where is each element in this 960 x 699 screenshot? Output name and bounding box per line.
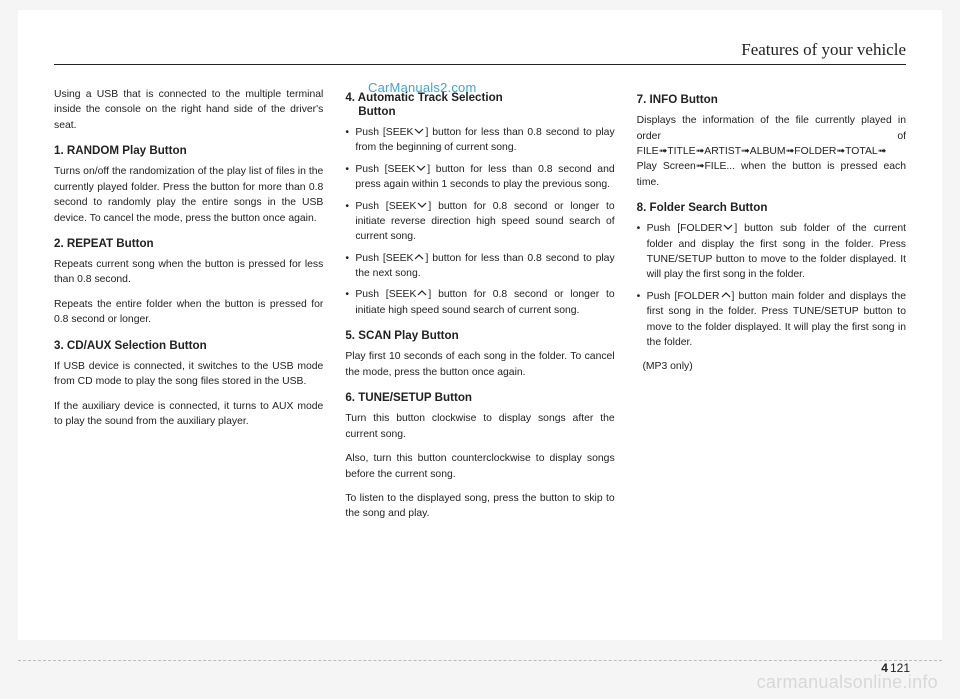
section-6-title: 6. TUNE/SETUP Button bbox=[345, 389, 614, 406]
chevron-down-icon bbox=[417, 199, 427, 206]
manual-page: Features of your vehicle CarManuals2.com… bbox=[18, 10, 942, 640]
list-item: Push [FOLDER] button main folder and dis… bbox=[637, 289, 906, 351]
mp3-note: (MP3 only) bbox=[637, 359, 906, 374]
chevron-up-icon bbox=[721, 289, 731, 296]
section-4-list: Push [SEEK] button for less than 0.8 sec… bbox=[345, 125, 614, 318]
section-6-body1: Turn this button clockwise to display so… bbox=[345, 411, 614, 442]
list-item: Push [SEEK] button for 0.8 second or lon… bbox=[345, 199, 614, 245]
section-8-title: 8. Folder Search Button bbox=[637, 199, 906, 216]
section-3-body2: If the auxiliary device is connected, it… bbox=[54, 399, 323, 430]
section-5-body: Play first 10 seconds of each song in th… bbox=[345, 349, 614, 380]
section-2-body1: Repeats current song when the button is … bbox=[54, 257, 323, 288]
chevron-up-icon bbox=[414, 251, 424, 258]
list-item: Push [SEEK] button for 0.8 second or lon… bbox=[345, 287, 614, 318]
section-3-title: 3. CD/AUX Selection Button bbox=[54, 337, 323, 354]
header-rule bbox=[54, 64, 906, 65]
footer-divider bbox=[18, 660, 942, 661]
section-4-title: 4. Automatic Track Selection Button bbox=[345, 91, 614, 120]
section-1-title: 1. RANDOM Play Button bbox=[54, 142, 323, 159]
section-7-body: Displays the information of the file cur… bbox=[637, 113, 906, 190]
chevron-down-icon bbox=[414, 125, 424, 132]
column-1: Using a USB that is connected to the mul… bbox=[54, 87, 323, 531]
column-2: 4. Automatic Track Selection Button Push… bbox=[345, 87, 614, 531]
section-8-list: Push [FOLDER] button sub folder of the c… bbox=[637, 221, 906, 350]
section-2-title: 2. REPEAT Button bbox=[54, 235, 323, 252]
list-item: Push [SEEK] button for less than 0.8 sec… bbox=[345, 162, 614, 193]
page-header: Features of your vehicle bbox=[54, 40, 906, 60]
section-2-body2: Repeats the entire folder when the butto… bbox=[54, 297, 323, 328]
watermark-bottom: carmanualsonline.info bbox=[757, 672, 938, 693]
list-item: Push [SEEK] button for less than 0.8 sec… bbox=[345, 125, 614, 156]
content-columns: Using a USB that is connected to the mul… bbox=[54, 87, 906, 531]
intro-text: Using a USB that is connected to the mul… bbox=[54, 87, 323, 133]
section-4-title-l2: Button bbox=[358, 105, 395, 118]
chevron-down-icon bbox=[723, 221, 733, 228]
list-item: Push [FOLDER] button sub folder of the c… bbox=[637, 221, 906, 283]
section-3-body1: If USB device is connected, it switches … bbox=[54, 359, 323, 390]
chevron-down-icon bbox=[416, 162, 426, 169]
section-6-body2: Also, turn this button counterclockwise … bbox=[345, 451, 614, 482]
section-5-title: 5. SCAN Play Button bbox=[345, 327, 614, 344]
column-3: 7. INFO Button Displays the information … bbox=[637, 87, 906, 531]
watermark-top: CarManuals2.com bbox=[368, 80, 477, 95]
section-6-body3: To listen to the displayed song, press t… bbox=[345, 491, 614, 522]
section-7-title: 7. INFO Button bbox=[637, 91, 906, 108]
section-1-body: Turns on/off the randomization of the pl… bbox=[54, 164, 323, 226]
list-item: Push [SEEK] button for less than 0.8 sec… bbox=[345, 251, 614, 282]
chevron-up-icon bbox=[417, 287, 427, 294]
